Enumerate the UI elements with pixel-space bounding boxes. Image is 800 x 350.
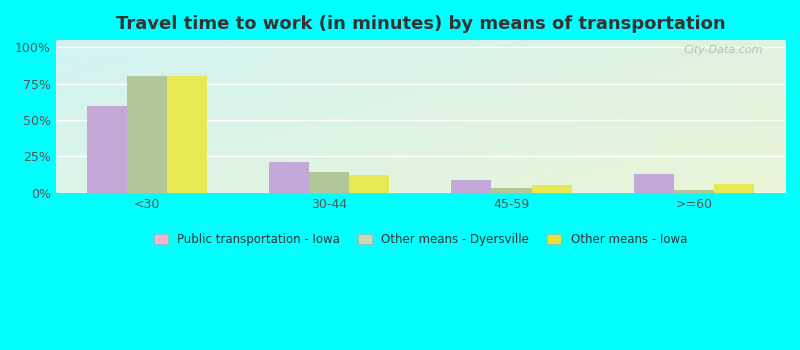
Bar [86, 105, 127, 193]
Bar [350, 175, 390, 193]
Bar [451, 180, 491, 193]
Bar [531, 186, 572, 193]
Bar [127, 76, 167, 193]
Bar [714, 184, 754, 193]
Bar [491, 188, 531, 193]
Text: City-Data.com: City-Data.com [684, 45, 763, 55]
Legend: Public transportation - Iowa, Other means - Dyersville, Other means - Iowa: Public transportation - Iowa, Other mean… [149, 229, 692, 251]
Bar [309, 172, 350, 193]
Bar [269, 162, 309, 193]
Bar [674, 190, 714, 193]
Bar [634, 174, 674, 193]
Bar [167, 76, 207, 193]
Title: Travel time to work (in minutes) by means of transportation: Travel time to work (in minutes) by mean… [115, 15, 725, 33]
